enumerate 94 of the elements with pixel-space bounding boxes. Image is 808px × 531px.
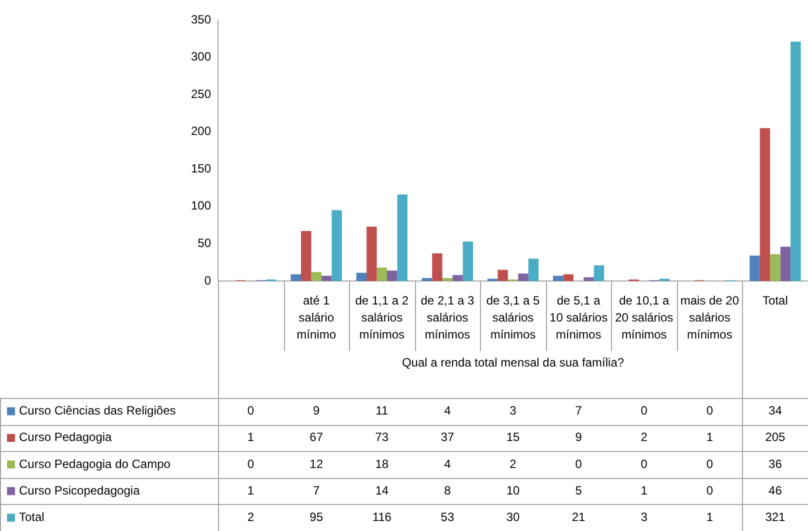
- x-tick-label: de 5,1 a 10 salários mínimos: [550, 293, 608, 342]
- bar: [528, 258, 539, 281]
- bar: [387, 270, 398, 281]
- data-label: 7: [575, 404, 582, 418]
- data-label: 95: [310, 510, 324, 524]
- y-tick-label: 50: [198, 236, 212, 250]
- y-tick-label: 350: [190, 12, 212, 26]
- data-label: 46: [768, 483, 782, 498]
- x-tick-label: de 10,1 a 20 salários mínimos: [615, 293, 674, 342]
- x-tick-label: de 1,1 a 2 salários mínimos: [355, 293, 409, 342]
- data-label: 1: [706, 430, 714, 444]
- y-tick-label: 250: [190, 86, 212, 101]
- bar: [462, 241, 474, 281]
- bar: [594, 265, 604, 281]
- y-tick-label: 150: [190, 161, 212, 176]
- data-label: 0: [706, 483, 714, 498]
- data-label: 2: [247, 510, 254, 524]
- data-label: 9: [575, 430, 582, 444]
- bar: [397, 194, 408, 281]
- data-label: 12: [310, 456, 324, 471]
- bar: [770, 254, 780, 281]
- data-label: 53: [440, 510, 454, 524]
- bar: [498, 270, 508, 281]
- legend-label: Curso Pedagogia do Campo: [19, 456, 171, 471]
- data-label: 4: [444, 456, 452, 471]
- data-label: 3: [640, 510, 648, 524]
- y-tick-label: 0: [204, 273, 212, 288]
- x-tick-label: mais de 20 salários mínimos: [680, 293, 740, 342]
- bar: [552, 276, 564, 281]
- data-label: 321: [765, 510, 786, 524]
- legend-label: Curso Ciências das Religiões: [19, 404, 176, 418]
- bar: [452, 275, 463, 281]
- y-tick-label: 100: [190, 198, 212, 213]
- data-label: 0: [706, 456, 714, 471]
- data-label: 7: [312, 483, 320, 498]
- x-tick-label: de 3,1 a 5 salários mínimos: [486, 293, 540, 342]
- bar: [780, 246, 791, 281]
- bar: [563, 274, 574, 281]
- data-label: 0: [575, 456, 582, 471]
- bar: [356, 272, 367, 281]
- bar: [321, 276, 332, 281]
- bar: [432, 253, 442, 281]
- data-label: 116: [372, 510, 392, 524]
- data-label: 14: [375, 483, 389, 498]
- x-axis-title: Qual a renda total mensal da sua família?: [402, 355, 624, 370]
- data-label: 2: [510, 456, 517, 471]
- x-tick-label: de 2,1 a 3 salários mínimos: [420, 293, 474, 342]
- data-label: 0: [640, 456, 648, 471]
- y-tick-label: 300: [190, 50, 212, 64]
- x-tick-label: Total: [762, 293, 788, 308]
- data-label: 0: [247, 404, 254, 418]
- legend-label: Total: [19, 510, 44, 524]
- bar: [422, 278, 432, 281]
- data-label: 21: [572, 510, 586, 524]
- bar: [442, 278, 453, 281]
- bar: [790, 42, 801, 281]
- legend-label: Curso Psicopedagogia: [19, 483, 140, 498]
- data-label: 36: [768, 456, 782, 471]
- bar: [376, 268, 387, 281]
- data-label: 2: [640, 430, 648, 444]
- bar: [366, 226, 377, 281]
- data-label: 3: [510, 404, 517, 418]
- data-label: 37: [440, 430, 454, 444]
- bar: [584, 277, 594, 281]
- data-label: 18: [375, 456, 389, 471]
- bar: [518, 274, 528, 281]
- data-label: 0: [640, 404, 648, 418]
- data-label: 30: [506, 510, 520, 524]
- data-label: 67: [310, 430, 324, 444]
- data-label: 1: [640, 483, 648, 498]
- data-label: 1: [247, 430, 254, 444]
- legend-label: Curso Pedagogia: [19, 430, 112, 444]
- data-label: 1: [706, 510, 714, 524]
- bar: [760, 128, 770, 281]
- data-label: 4: [444, 404, 452, 418]
- data-label: 8: [444, 483, 452, 498]
- data-label: 0: [706, 404, 714, 418]
- y-tick-label: 200: [190, 124, 212, 138]
- bar: [750, 256, 760, 281]
- data-label: 1: [247, 483, 254, 498]
- data-label: 73: [375, 430, 389, 444]
- bar: [290, 274, 301, 281]
- data-label: 9: [312, 404, 320, 418]
- data-label: 205: [765, 430, 786, 444]
- x-tick-label: até 1 salário mínimo: [296, 293, 336, 342]
- data-label: 15: [506, 430, 520, 444]
- data-label: 10: [506, 483, 520, 498]
- data-label: 5: [575, 483, 582, 498]
- data-label: 34: [768, 404, 782, 418]
- bar: [332, 210, 342, 281]
- data-label: 11: [376, 404, 388, 418]
- bar: [311, 272, 322, 281]
- data-label: 0: [247, 456, 254, 471]
- bar: [300, 231, 312, 281]
